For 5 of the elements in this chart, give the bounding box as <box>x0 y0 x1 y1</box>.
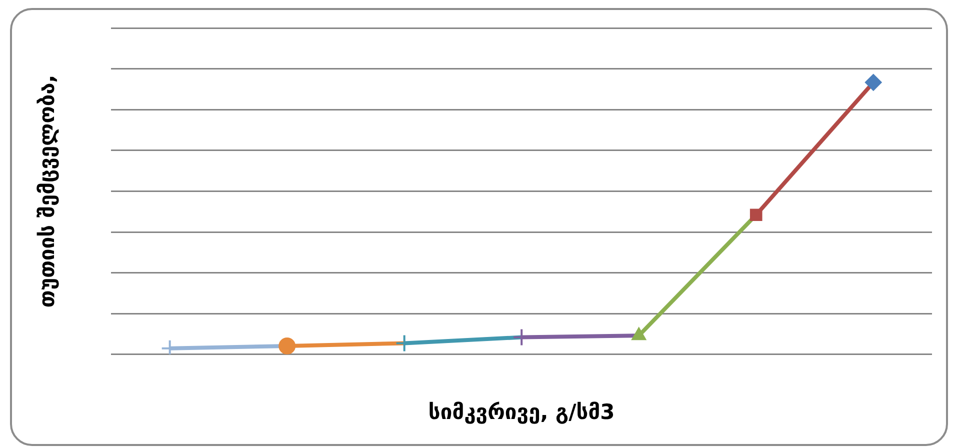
point <box>864 74 882 91</box>
x-axis-title: სიმკვრივე, გ/სმ3 <box>428 400 615 424</box>
point <box>750 208 762 222</box>
point <box>278 337 296 354</box>
y-axis-title: თუთიის შემცველობა, <box>35 74 60 308</box>
